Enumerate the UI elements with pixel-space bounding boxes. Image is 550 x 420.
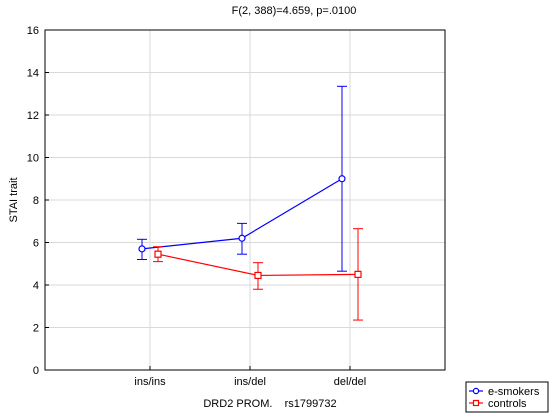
legend-marker <box>472 399 480 407</box>
x-tick-label: ins/ins <box>134 376 166 388</box>
y-tick-label: 16 <box>27 25 39 37</box>
x-axis-title: DRD2 PROM. rs1799732 <box>203 398 336 410</box>
y-tick-label: 2 <box>33 323 39 335</box>
data-point <box>154 250 162 258</box>
legend-item: controls <box>469 398 527 410</box>
y-tick-label: 6 <box>33 238 39 250</box>
series-controls <box>153 228 363 321</box>
y-tick-label: 14 <box>27 68 39 80</box>
legend-box <box>465 381 549 413</box>
chart-title: F(2, 388)=4.659, p=.0100 <box>232 5 357 17</box>
x-tick-label: del/del <box>334 376 366 388</box>
x-tick-label: ins/del <box>234 376 266 388</box>
legend-item: e-smokers <box>469 386 540 398</box>
y-axis-ticks: 0 2 4 6 8 10 12 14 16 <box>27 25 49 377</box>
data-point <box>138 245 146 253</box>
y-tick-label: 0 <box>33 365 39 377</box>
legend-label: controls <box>488 398 527 410</box>
y-tick-label: 10 <box>27 153 39 165</box>
y-tick-label: 4 <box>33 280 39 292</box>
data-point <box>254 271 262 280</box>
y-axis-title: STAI trait <box>8 177 20 222</box>
data-point <box>238 234 246 242</box>
series-e-smokers <box>137 85 347 272</box>
legend-marker <box>472 387 480 395</box>
series-layer <box>137 85 363 321</box>
grid-layer <box>45 30 445 370</box>
data-point <box>338 175 346 183</box>
x-axis-ticks: ins/ins ins/del del/del <box>134 366 366 388</box>
y-tick-label: 12 <box>27 110 39 122</box>
data-point <box>354 270 362 278</box>
legend-label: e-smokers <box>488 386 540 398</box>
y-tick-label: 8 <box>33 195 39 207</box>
